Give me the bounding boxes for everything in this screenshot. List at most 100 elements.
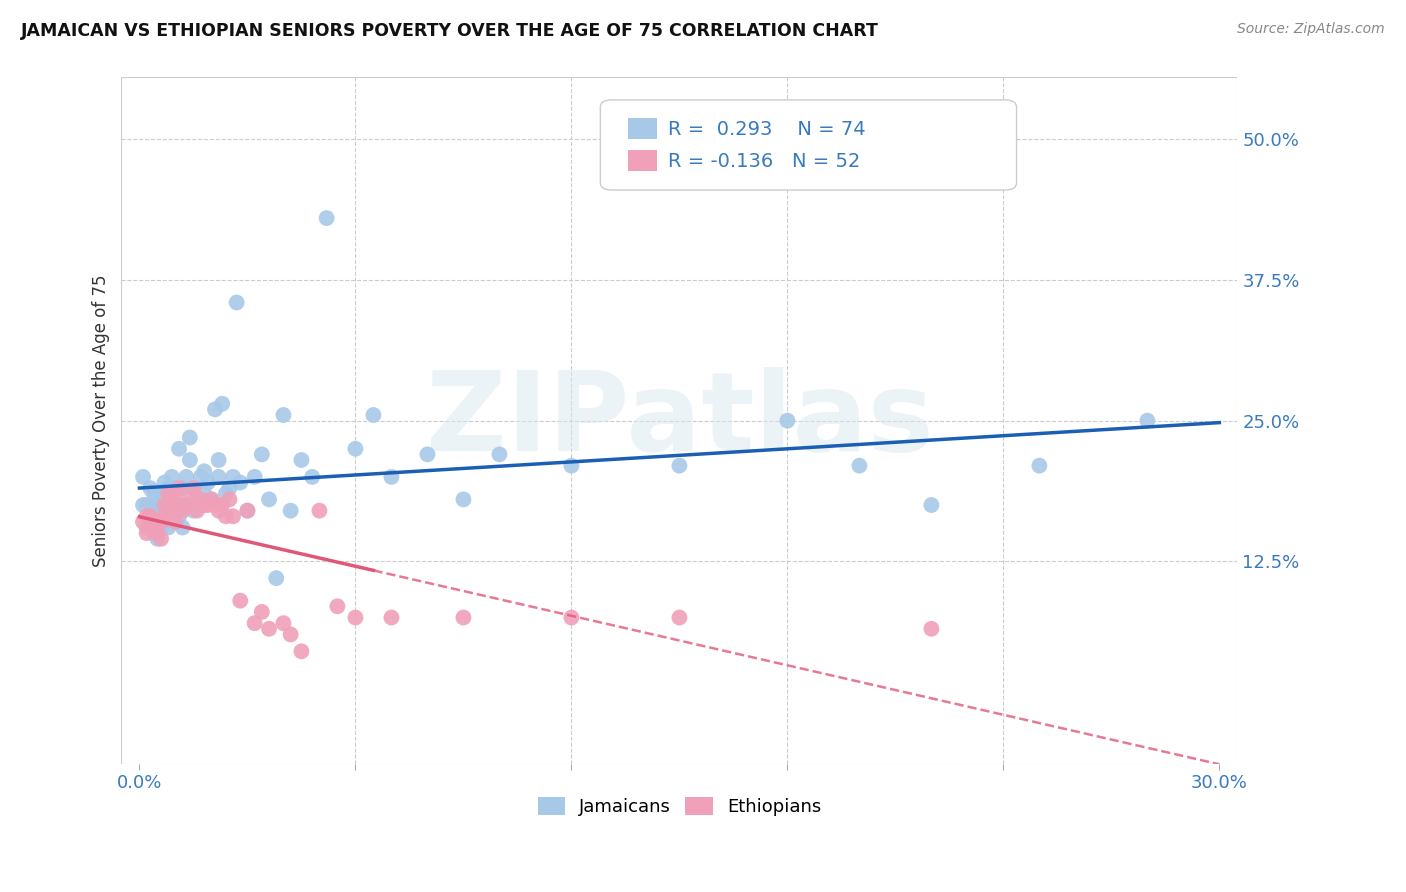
Point: [920, 498, 942, 512]
Point: [668, 610, 690, 624]
Point: [160, 492, 183, 507]
Point: [157, 498, 180, 512]
Point: [165, 498, 187, 512]
Point: [453, 610, 475, 624]
Point: [139, 509, 162, 524]
Point: [236, 503, 259, 517]
Point: [560, 458, 582, 473]
Point: [229, 593, 252, 607]
Point: [363, 408, 385, 422]
Point: [172, 520, 194, 534]
Text: Source: ZipAtlas.com: Source: ZipAtlas.com: [1237, 22, 1385, 37]
Point: [218, 492, 240, 507]
Text: R = -0.136   N = 52: R = -0.136 N = 52: [668, 153, 860, 171]
Point: [172, 503, 194, 517]
Point: [157, 481, 180, 495]
Point: [229, 475, 252, 490]
Point: [150, 520, 173, 534]
Point: [146, 498, 169, 512]
Point: [200, 492, 222, 507]
Point: [132, 470, 155, 484]
Point: [179, 453, 201, 467]
Point: [142, 503, 165, 517]
Text: JAMAICAN VS ETHIOPIAN SENIORS POVERTY OVER THE AGE OF 75 CORRELATION CHART: JAMAICAN VS ETHIOPIAN SENIORS POVERTY OV…: [21, 22, 879, 40]
Point: [190, 470, 212, 484]
Point: [160, 498, 183, 512]
Point: [153, 515, 176, 529]
Text: R =  0.293    N = 74: R = 0.293 N = 74: [668, 120, 866, 139]
Point: [215, 509, 238, 524]
Point: [142, 515, 165, 529]
Point: [165, 481, 187, 495]
Point: [1136, 414, 1159, 428]
Point: [153, 498, 176, 512]
Point: [197, 498, 219, 512]
Point: [290, 644, 312, 658]
Point: [132, 498, 155, 512]
Point: [308, 503, 330, 517]
Point: [488, 447, 510, 461]
Point: [776, 414, 799, 428]
Point: [204, 498, 226, 512]
Point: [453, 492, 475, 507]
Point: [280, 503, 302, 517]
Point: [179, 430, 201, 444]
Point: [150, 487, 173, 501]
Point: [211, 397, 233, 411]
Point: [186, 503, 208, 517]
Text: ZIPatlas: ZIPatlas: [426, 368, 934, 475]
Point: [183, 481, 205, 495]
Point: [165, 515, 187, 529]
Point: [172, 481, 194, 495]
Legend: Jamaicans, Ethiopians: Jamaicans, Ethiopians: [530, 789, 828, 823]
Point: [250, 447, 273, 461]
Point: [139, 515, 162, 529]
Point: [222, 470, 245, 484]
Point: [211, 498, 233, 512]
Point: [416, 447, 439, 461]
Point: [290, 453, 312, 467]
Point: [150, 503, 173, 517]
Point: [257, 492, 280, 507]
Point: [344, 442, 367, 456]
Point: [280, 627, 302, 641]
Point: [380, 470, 402, 484]
Point: [222, 509, 245, 524]
Point: [167, 509, 190, 524]
Point: [183, 481, 205, 495]
Y-axis label: Seniors Poverty Over the Age of 75: Seniors Poverty Over the Age of 75: [93, 275, 110, 567]
Point: [146, 532, 169, 546]
Point: [193, 464, 215, 478]
Point: [208, 453, 231, 467]
Point: [250, 605, 273, 619]
Point: [1028, 458, 1050, 473]
Point: [174, 498, 197, 512]
Point: [135, 520, 157, 534]
Point: [208, 470, 231, 484]
Point: [167, 498, 190, 512]
Point: [146, 526, 169, 541]
Point: [174, 498, 197, 512]
Point: [200, 492, 222, 507]
Point: [146, 515, 169, 529]
Point: [160, 470, 183, 484]
Point: [380, 610, 402, 624]
Point: [150, 515, 173, 529]
Point: [560, 610, 582, 624]
Point: [153, 498, 176, 512]
Point: [264, 571, 287, 585]
Point: [301, 470, 323, 484]
Point: [153, 475, 176, 490]
Point: [157, 520, 180, 534]
Point: [273, 616, 295, 631]
Point: [225, 295, 247, 310]
Point: [132, 515, 155, 529]
Point: [139, 481, 162, 495]
Point: [193, 498, 215, 512]
Point: [142, 487, 165, 501]
Point: [165, 487, 187, 501]
Point: [257, 622, 280, 636]
Point: [197, 475, 219, 490]
Point: [243, 470, 266, 484]
Point: [193, 487, 215, 501]
